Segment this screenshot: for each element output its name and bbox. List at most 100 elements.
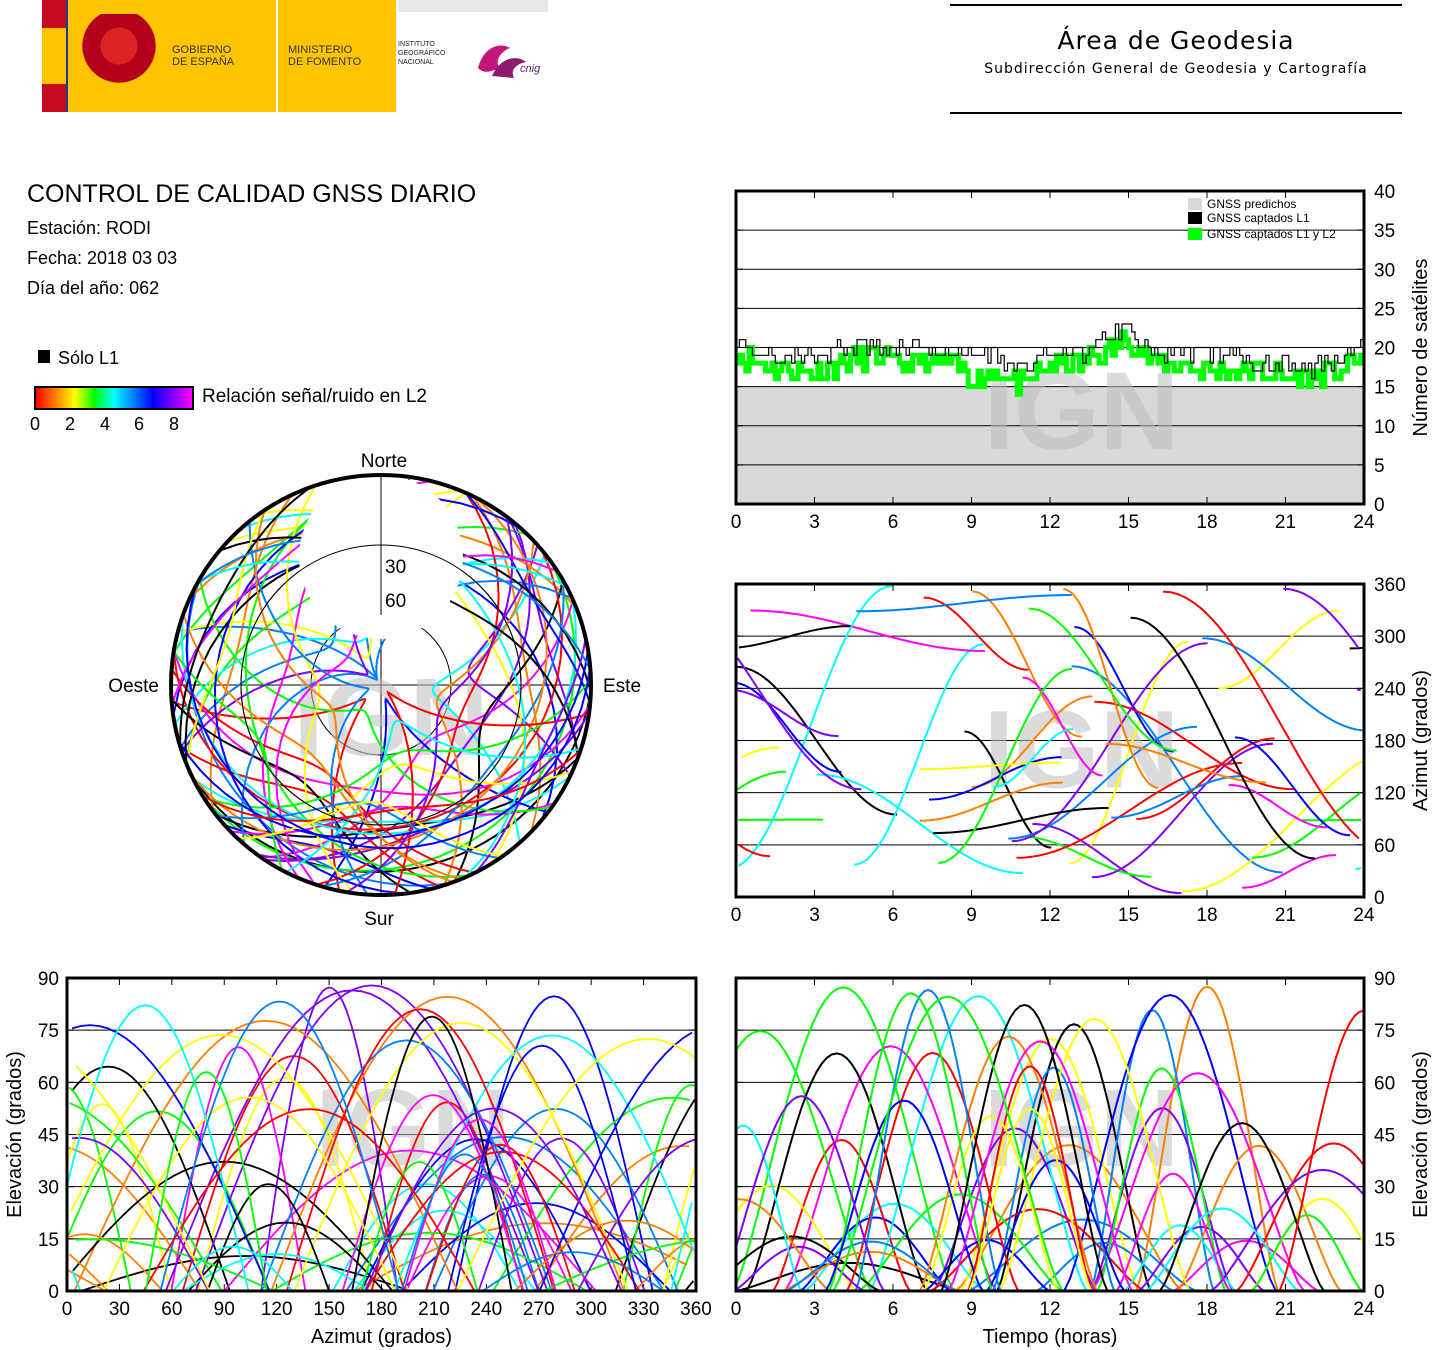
satellite-track: [869, 995, 1088, 1291]
y-tick-label: 30: [38, 1178, 59, 1199]
satellite-track: [923, 596, 1029, 671]
satellite-track: [736, 1124, 803, 1291]
x-tick-label: 18: [1196, 512, 1217, 533]
satellite-track: [1242, 854, 1337, 889]
satellite-track: [1090, 1072, 1305, 1291]
satellite-track: [185, 585, 589, 850]
station-info: CONTROL DE CALIDAD GNSS DIARIO Estación:…: [27, 180, 476, 299]
x-tick-label: 6: [888, 905, 899, 926]
satellite-track: [1145, 1207, 1300, 1291]
x-tick-label: 21: [1275, 512, 1296, 533]
x-tick-label: 180: [366, 1299, 398, 1320]
legend-l1-only: Sólo L1: [38, 348, 119, 369]
satellite-track: [68, 1219, 694, 1291]
satellite-track: [940, 1003, 1109, 1291]
satellite-track: [738, 818, 1362, 822]
y-tick-label: 180: [1374, 732, 1406, 753]
satellite-track: [1236, 1142, 1364, 1291]
satellite-track: [316, 492, 500, 886]
x-tick-label: 300: [575, 1299, 607, 1320]
satellite-track: [1071, 665, 1283, 874]
satellite-track: [144, 1071, 268, 1291]
legend-swatch: [1188, 212, 1202, 224]
x-tick-label: 0: [62, 1299, 73, 1320]
y-tick-label: 360: [1374, 575, 1406, 596]
snr-tick: 0: [29, 414, 41, 434]
satellite-track: [271, 1231, 588, 1291]
satellite-track: [772, 1138, 911, 1291]
satellite-track: [816, 773, 1023, 875]
satellite-track: [736, 1095, 885, 1291]
x-tick-label: 360: [680, 1299, 712, 1320]
satellite-track: [737, 585, 1362, 871]
elevation-azimuth-chart: 0 15 30 45 60 75 90 0 30 60 90 120 150 180 210 240 270 30…: [4, 969, 712, 1348]
satellite-track: [260, 986, 399, 1291]
legend-label: GNSS captados L1 y L2: [1207, 227, 1336, 241]
satellite-track: [856, 594, 1072, 613]
y-tick-label: 90: [1374, 969, 1395, 990]
satellite-track: [857, 1193, 1063, 1291]
x-tick-label: 240: [470, 1299, 502, 1320]
satellite-track: [736, 665, 898, 816]
skyplot-border: [169, 473, 593, 897]
satellite-track: [71, 1065, 696, 1291]
satellite-track: [177, 649, 589, 840]
satellite-track: [454, 995, 654, 1291]
eu-flag-strip: [42, 0, 68, 112]
area-subtitle: Subdirección General de Geodesia y Carto…: [984, 61, 1368, 77]
satellite-track: [923, 1239, 1051, 1291]
satellite-track: [736, 770, 1361, 859]
satellite-track: [164, 989, 540, 1291]
x-tick-label: 210: [418, 1299, 450, 1320]
satellite-track: [1011, 642, 1208, 843]
elevation-time-chart: 0 15 30 45 60 75 90 0 3 6 9 12 15 18 21 24 Elevación (gr…: [731, 969, 1432, 1348]
satellite-track: [75, 1037, 696, 1291]
satellite-track: [332, 1183, 521, 1291]
x-tick-label: 9: [966, 1299, 977, 1320]
direction-east: Este: [603, 676, 641, 697]
x-tick-label: 0: [731, 1299, 742, 1320]
x-tick-label: 18: [1196, 905, 1217, 926]
satellite-track: [72, 1136, 695, 1291]
satellite-track: [68, 1084, 696, 1291]
report-title: CONTROL DE CALIDAD GNSS DIARIO: [27, 180, 477, 208]
satellite-track: [1091, 742, 1273, 879]
y-tick-label: 120: [1374, 784, 1406, 805]
azimuth-tracks: [736, 585, 1363, 895]
satellite-track: [425, 1143, 576, 1291]
satellite-track: [71, 1024, 693, 1291]
satellite-track: [933, 807, 1109, 835]
satellite-track: [992, 1066, 1116, 1291]
snr-tick: 4: [99, 414, 111, 434]
x-tick-label: 90: [214, 1299, 235, 1320]
satellite-track: [400, 1153, 529, 1291]
satellite-track: [750, 609, 985, 652]
satellite-track: [248, 521, 370, 893]
y-tick-label: 0: [1374, 495, 1385, 516]
satellite-track: [1032, 822, 1182, 895]
satellite-track: [1135, 985, 1279, 1291]
x-tick-label: 24: [1353, 905, 1375, 926]
satellite-count-chart: 0 5 10 15 20 25 30 35 40 0 3 6 9 12 15 18 21 24 Número de …: [731, 182, 1432, 533]
x-axis-label: Tiempo (horas): [983, 1326, 1118, 1348]
satellite-track: [736, 587, 1360, 791]
x-tick-label: 18: [1196, 1299, 1217, 1320]
satellite-track: [320, 579, 565, 888]
satellite-track: [854, 643, 984, 866]
satellite-track: [1218, 609, 1339, 690]
satellite-track: [261, 599, 574, 859]
x-tick-label: 3: [809, 1299, 820, 1320]
satellite-track: [938, 667, 1073, 864]
satellite-track: [736, 1235, 881, 1291]
logo-divider: [398, 0, 548, 12]
y-tick-label: 300: [1374, 627, 1406, 648]
satellite-track: [73, 1019, 459, 1291]
satellite-track: [260, 1039, 553, 1291]
ring-label-30: 30: [385, 557, 406, 578]
satellite-track: [738, 590, 1360, 858]
y-tick-label: 25: [1374, 299, 1395, 320]
satellite-track: [736, 986, 955, 1291]
satellite-track: [828, 992, 994, 1291]
satellite-track: [1210, 1168, 1364, 1291]
x-tick-label: 9: [966, 512, 977, 533]
